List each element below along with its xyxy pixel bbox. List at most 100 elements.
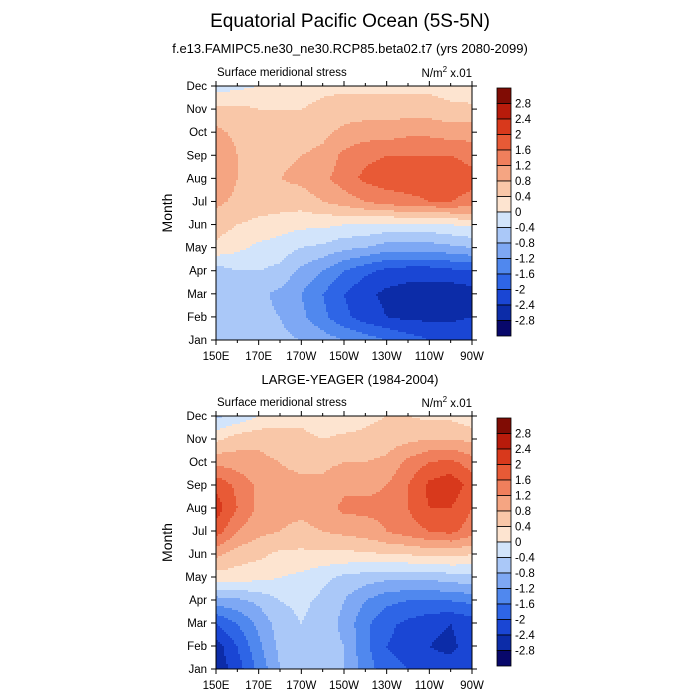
heat-cell [322,94,325,97]
heat-cell [264,142,267,145]
heat-cell [426,128,429,131]
heat-cell [426,150,429,153]
heat-cell [392,160,395,163]
heat-cell [296,124,299,127]
heat-cell [278,152,281,155]
heat-cell [226,92,229,95]
heat-cell [456,138,459,141]
heat-cell [334,90,337,93]
heat-cell [332,162,335,165]
heat-cell [372,92,375,95]
heat-cell [412,140,415,143]
heat-cell [460,104,463,107]
heat-cell [340,156,343,159]
heat-cell [258,128,261,131]
heat-cell [388,160,391,163]
heat-cell [314,130,317,133]
heat-cell [280,162,283,165]
heat-cell [260,160,263,163]
heat-cell [446,94,449,97]
heat-cell [410,162,413,165]
heat-cell [254,120,257,123]
heat-cell [434,148,437,151]
heat-cell [388,108,391,111]
heat-cell [446,138,449,141]
heat-cell [450,106,453,109]
heat-cell [318,96,321,99]
heat-cell [298,86,301,89]
heat-cell [350,114,353,117]
heat-cell [226,160,229,163]
heat-cell [468,142,471,145]
heat-cell [406,98,409,101]
heat-cell [454,114,457,117]
heat-cell [334,124,337,127]
heat-cell [220,120,223,123]
heat-cell [216,144,219,147]
heat-cell [216,88,219,91]
heat-cell [338,146,341,149]
heat-cell [312,136,315,139]
heat-cell [448,124,451,127]
heat-cell [410,120,413,123]
heat-cell [264,116,267,119]
heat-cell [374,128,377,131]
heat-cell [378,138,381,141]
heat-cell [372,104,375,107]
heat-cell [458,160,461,163]
heat-cell [422,156,425,159]
heat-cell [450,88,453,91]
heat-cell [436,128,439,131]
heat-cell [272,138,275,141]
heat-cell [298,160,301,163]
heat-cell [236,162,239,165]
heat-cell [322,106,325,109]
heat-cell [352,100,355,103]
heat-cell [332,128,335,131]
heat-cell [410,144,413,147]
heat-cell [278,144,281,147]
heat-cell [326,94,329,97]
heat-cell [248,102,251,105]
heat-cell [362,126,365,129]
heat-cell [452,134,455,137]
heat-cell [242,110,245,113]
heat-cell [426,100,429,103]
heat-cell [350,112,353,115]
heat-cell [374,122,377,125]
heat-cell [296,148,299,151]
heat-cell [430,90,433,93]
heat-cell [384,102,387,105]
heat-cell [322,108,325,111]
heat-cell [418,152,421,155]
heat-cell [330,142,333,145]
heat-cell [402,104,405,107]
heat-cell [388,156,391,159]
heat-cell [328,88,331,91]
heat-cell [284,112,287,115]
heat-cell [262,100,265,103]
heat-cell [348,158,351,161]
heat-cell [346,106,349,109]
heat-cell [422,130,425,133]
heat-cell [348,126,351,129]
heat-cell [240,128,243,131]
heat-cell [466,118,469,121]
heat-cell [302,120,305,123]
heat-cell [460,96,463,99]
heat-cell [390,116,393,119]
heat-cell [320,104,323,107]
heat-cell [298,88,301,91]
heat-cell [256,126,259,129]
heat-cell [282,96,285,99]
heat-cell [318,130,321,133]
heat-cell [220,118,223,121]
heat-cell [338,132,341,135]
heat-cell [238,96,241,99]
heat-cell [240,110,243,113]
heat-cell [458,112,461,115]
heat-cell [456,108,459,111]
heat-cell [426,124,429,127]
heat-cell [356,134,359,137]
heat-cell [244,90,247,93]
